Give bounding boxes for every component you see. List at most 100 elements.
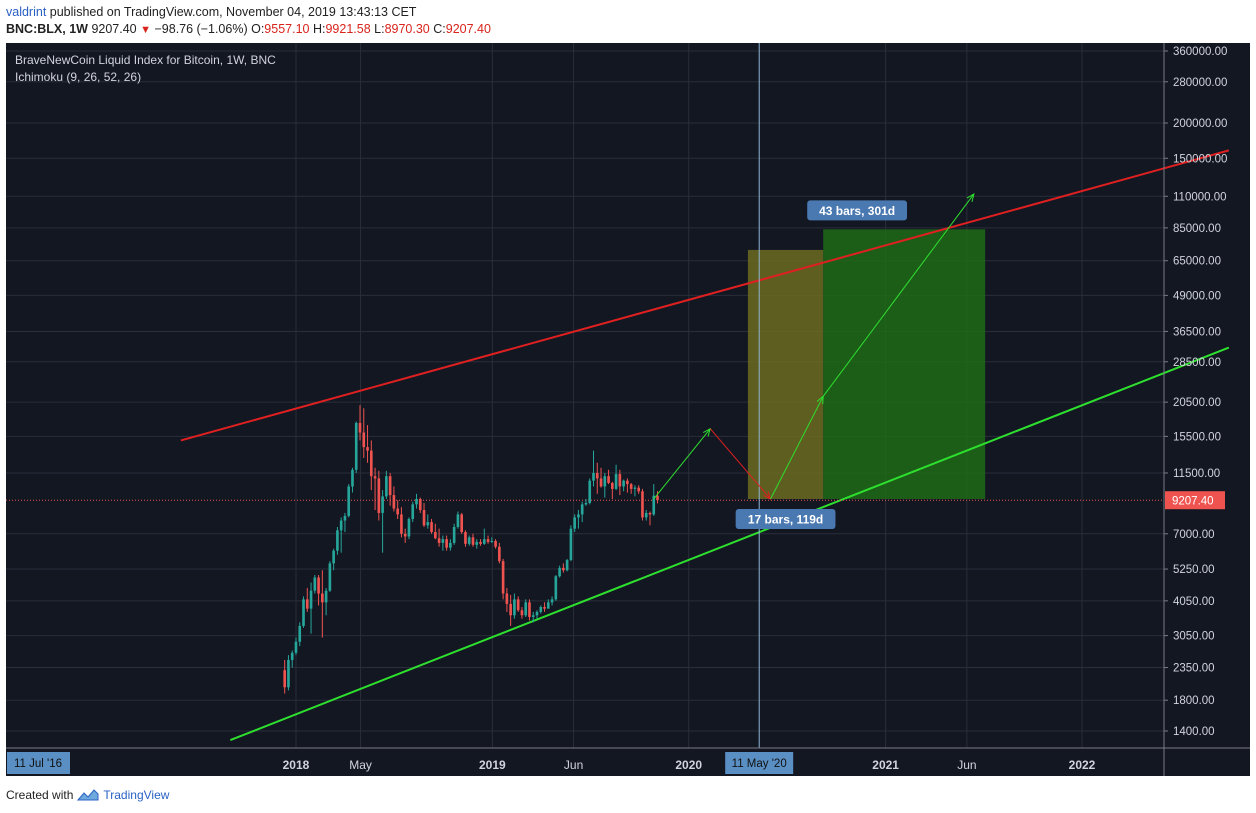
open-value: 9557.10	[264, 22, 310, 36]
candle-body	[464, 532, 467, 544]
candle-body	[298, 625, 302, 642]
candle-body	[373, 476, 377, 479]
candle-body	[528, 602, 531, 617]
candle-body	[343, 515, 347, 521]
candle-body	[584, 503, 588, 505]
candle-body	[611, 482, 614, 489]
candle-body	[313, 577, 317, 591]
candle-body	[317, 577, 320, 594]
low-value: 8970.30	[384, 22, 430, 36]
candle-body	[618, 474, 622, 487]
candle-body	[543, 607, 546, 609]
candle-body	[407, 518, 411, 537]
badge-long-bg	[807, 200, 908, 221]
candle-body	[449, 542, 452, 548]
created-with: Created with	[6, 788, 74, 802]
candle-body	[305, 599, 309, 609]
candle-body	[513, 599, 516, 616]
price-tick-label: 200000.00	[1173, 118, 1227, 130]
price-tick-label: 11500.00	[1173, 468, 1220, 480]
price-tick-label: 2350.00	[1173, 663, 1215, 675]
candle-body	[550, 599, 554, 603]
candle-body	[494, 541, 497, 547]
candle-body	[381, 496, 384, 513]
candle-body	[539, 607, 543, 612]
candle-body	[641, 491, 644, 518]
price-tick-label: 4050.00	[1173, 596, 1215, 608]
candle-body	[445, 539, 448, 548]
candle-body	[509, 603, 512, 616]
price-tick-label: 15500.00	[1173, 431, 1221, 443]
candle-body	[577, 514, 580, 518]
chart-title: BraveNewCoin Liquid Index for Bitcoin, 1…	[15, 53, 276, 67]
candle-body	[354, 422, 358, 470]
candle-body	[321, 593, 324, 603]
candle-body	[498, 546, 501, 562]
price-tick-label: 110000.00	[1173, 191, 1227, 203]
projection-arrow-icon	[966, 193, 975, 202]
price-tick-label: 280000.00	[1173, 77, 1227, 89]
candle-body	[573, 517, 576, 529]
last-price-tag	[1165, 491, 1225, 510]
candle-body	[422, 510, 426, 526]
candle-body	[324, 590, 328, 603]
candle-body	[377, 478, 381, 513]
candle-body	[328, 563, 332, 591]
time-tick-label: 2022	[1069, 758, 1096, 772]
candle-body	[332, 550, 335, 564]
time-tick-label: 2020	[675, 758, 702, 772]
tradingview-link[interactable]: TradingView	[103, 788, 170, 802]
support-line	[229, 346, 1230, 742]
candle-body	[599, 478, 603, 487]
projection-segment	[822, 193, 975, 397]
price: 9207.40	[91, 22, 137, 36]
projection-segment	[653, 428, 711, 500]
candle-body	[524, 602, 528, 616]
time-tick-label: May	[349, 758, 372, 772]
resistance-line	[180, 149, 1230, 442]
candle-body	[336, 530, 339, 551]
candle-body	[351, 469, 354, 487]
close-value: 9207.40	[445, 22, 491, 36]
chart-canvas[interactable]: 17 bars, 119d 43 bars, 301d 360000.00 28000…	[6, 43, 1250, 776]
indicator-label[interactable]: Ichimoku (9, 26, 52, 26)	[15, 70, 142, 84]
candle-body	[486, 539, 490, 542]
candle-body	[339, 520, 343, 531]
last-price-tag-label: 9207.40	[1172, 496, 1214, 508]
high-value: 9921.58	[325, 22, 371, 36]
candle-body	[400, 514, 403, 534]
projection-segment	[770, 396, 824, 500]
candle-body	[629, 484, 633, 489]
candle-body	[434, 532, 437, 539]
candle-body	[626, 480, 629, 485]
price-tick-label: 36500.00	[1173, 326, 1221, 338]
candle-body	[648, 512, 652, 515]
price-tick-label: 49000.00	[1173, 290, 1221, 302]
change: −98.76 (−1.06%)	[154, 22, 248, 36]
time-tick-label: 2018	[283, 758, 310, 772]
candle-body	[637, 487, 641, 492]
candle-body	[411, 504, 415, 519]
candle-body	[430, 522, 433, 533]
candle-body	[554, 576, 558, 600]
tradingview-logo-icon	[77, 789, 99, 801]
candle-body	[403, 533, 407, 537]
candle-body	[290, 652, 294, 660]
price-tick-label: 20500.00	[1173, 397, 1221, 409]
badge-short: 17 bars, 119d	[748, 512, 823, 526]
candle-body	[437, 538, 441, 543]
time-tick-label: 2019	[479, 758, 506, 772]
candle-body	[471, 537, 475, 545]
candle-body	[396, 508, 399, 515]
open-label: O:	[251, 22, 265, 36]
candle-body	[569, 528, 573, 561]
chart-panel[interactable]: 17 bars, 119d 43 bars, 301d 360000.00 28000…	[6, 43, 1250, 776]
candle-body	[482, 539, 486, 544]
price-tick-label: 28500.00	[1173, 357, 1221, 369]
author-link[interactable]: valdrint	[6, 5, 47, 19]
candle-body	[592, 472, 595, 481]
candle-body	[531, 615, 535, 617]
candle-body	[546, 602, 550, 609]
zone-yellow	[747, 249, 824, 499]
candle-body	[385, 476, 388, 497]
